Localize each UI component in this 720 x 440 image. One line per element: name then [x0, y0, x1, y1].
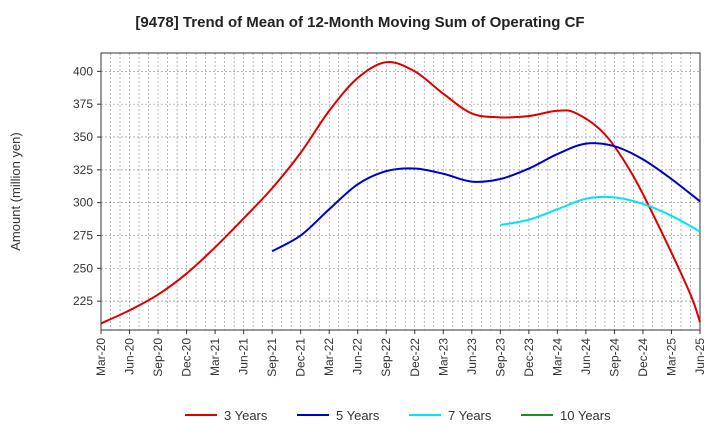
- x-tick-label: Dec-24: [636, 338, 650, 377]
- series-lines: [100, 61, 701, 325]
- x-tick-label: Jun-25: [693, 338, 707, 375]
- legend-label: 7 Years: [448, 408, 492, 423]
- x-tick-label: Jun-23: [465, 338, 479, 375]
- x-tick-label: Jun-20: [123, 338, 137, 375]
- grid-lines: [101, 53, 700, 330]
- x-tick-label: Mar-21: [208, 338, 222, 376]
- x-tick-label: Sep-20: [151, 338, 165, 377]
- y-tick-label: 225: [73, 294, 93, 308]
- y-tick-label: 300: [73, 196, 93, 210]
- x-tick-label: Dec-21: [294, 338, 308, 377]
- chart-title: [9478] Trend of Mean of 12-Month Moving …: [135, 14, 585, 31]
- plot-frame: [100, 52, 701, 331]
- x-tick-label: Jun-21: [237, 338, 251, 375]
- x-tick-label: Sep-23: [493, 338, 507, 377]
- y-tick-label: 350: [73, 130, 93, 144]
- y-tick-label: 275: [73, 228, 93, 242]
- x-tick-label: Dec-22: [408, 338, 422, 377]
- x-tick-label: Dec-20: [180, 338, 194, 377]
- x-tick-label: Mar-20: [94, 338, 108, 376]
- x-tick-label: Sep-24: [607, 338, 621, 377]
- y-axis: 225 250 275 300 325 350 375 400: [73, 64, 101, 308]
- y-tick-label: 325: [73, 163, 93, 177]
- legend-label: 5 Years: [336, 408, 380, 423]
- y-tick-label: 250: [73, 261, 93, 275]
- legend-label: 10 Years: [560, 408, 611, 423]
- legend-label: 3 Years: [224, 408, 268, 423]
- x-tick-label: Jun-22: [351, 338, 365, 375]
- x-tick-label: Jun-24: [579, 338, 593, 375]
- x-tick-label: Mar-22: [322, 338, 336, 376]
- x-tick-label: Sep-22: [379, 338, 393, 377]
- x-tick-label: Dec-23: [522, 338, 536, 377]
- x-axis: Mar-20 Jun-20 Sep-20 Dec-20 Mar-21 Jun-21 Sep-…: [94, 330, 707, 377]
- y-axis-label: Amount (million yen): [8, 132, 23, 251]
- series-line-3-years: [100, 61, 701, 325]
- legend: 3 Years 5 Years 7 Years 10 Years: [185, 408, 611, 423]
- y-tick-label: 375: [73, 97, 93, 111]
- x-tick-label: Mar-25: [664, 338, 678, 376]
- x-tick-label: Mar-23: [436, 338, 450, 376]
- x-tick-label: Mar-24: [550, 338, 564, 376]
- series-line-5-years: [271, 142, 701, 253]
- x-tick-label: Sep-21: [265, 338, 279, 377]
- y-tick-label: 400: [73, 64, 93, 78]
- series-line-7-years: [500, 195, 701, 233]
